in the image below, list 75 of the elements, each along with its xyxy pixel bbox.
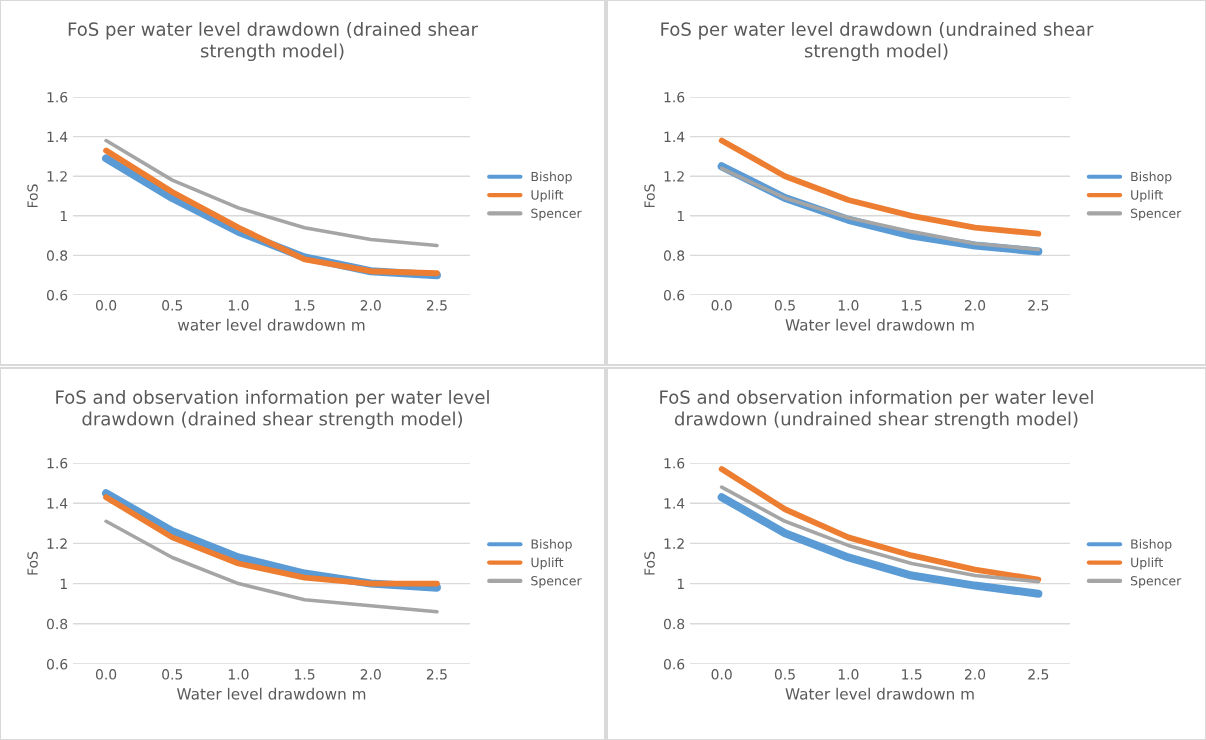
x-axis-title: Water level drawdown m: [177, 687, 366, 700]
y-axis-title: FoS: [644, 184, 655, 208]
y-tick-label: 1.4: [664, 131, 685, 142]
legend-label: Spencer: [1130, 208, 1182, 221]
y-tick-label: 0.6: [663, 289, 685, 301]
legend-label: Uplift: [531, 557, 564, 570]
x-tick-label: 0.5: [774, 300, 795, 311]
legend-label: Spencer: [531, 208, 582, 221]
y-tick-label: 0.8: [663, 618, 685, 630]
y-tick-label: 0.6: [46, 658, 68, 670]
legend-label: Spencer: [1130, 576, 1182, 588]
y-tick-label: 1: [677, 210, 684, 222]
legend-label: Uplift: [531, 189, 564, 203]
x-tick-label: 0.0: [711, 669, 732, 680]
x-tick-label: 1.0: [228, 300, 249, 311]
y-axis-title: FoS: [644, 551, 655, 575]
x-tick-label: 2.0: [964, 300, 986, 311]
legend-label: Spencer: [531, 576, 582, 588]
x-tick-label: 1.0: [838, 669, 859, 680]
y-tick-label: 1: [60, 578, 67, 589]
chart-title: FoS per water level drawdown (undrained shear strength model): [661, 22, 1094, 62]
legend-label: Bishop: [531, 539, 572, 552]
x-axis-title: Water level drawdown m: [785, 687, 974, 700]
x-tick-label: 1.0: [838, 300, 859, 311]
x-tick-label: 2.5: [1028, 300, 1049, 311]
chart-title: FoS and observation information per water level drawdown (undrained shear strength model): [660, 390, 1093, 430]
x-tick-label: 2.0: [360, 300, 381, 311]
x-tick-label: 2.5: [426, 300, 447, 311]
x-tick-label: 1.5: [295, 669, 315, 680]
chart-title: FoS per water level drawdown (drained shear strength model): [68, 22, 478, 62]
x-tick-label: 0.5: [162, 300, 183, 311]
y-tick-label: 1.6: [47, 91, 68, 103]
y-tick-label: 1.6: [47, 457, 68, 469]
legend-label: Uplift: [1131, 189, 1163, 203]
legend-label: Bishop: [1131, 171, 1172, 184]
y-tick-label: 1.2: [47, 171, 67, 182]
line-series: [104, 138, 439, 248]
x-tick-label: 2.0: [360, 669, 381, 680]
legend-label: Bishop: [531, 171, 572, 184]
x-tick-label: 2.5: [426, 669, 447, 680]
y-axis-title: FoS: [27, 551, 38, 575]
line-series: [104, 519, 439, 614]
x-axis-title: Water level drawdown m: [785, 318, 974, 331]
y-tick-label: 0.6: [46, 289, 68, 301]
chart-title: FoS and observation information per water level drawdown (drained shear strength model): [56, 390, 489, 430]
x-tick-label: 2.5: [1028, 669, 1049, 680]
y-tick-label: 1.4: [664, 498, 685, 509]
y-tick-label: 0.8: [46, 618, 68, 630]
x-tick-label: 0.5: [162, 669, 183, 680]
y-tick-label: 1: [60, 210, 67, 222]
y-tick-label: 1: [677, 578, 684, 589]
line-series: [719, 485, 1041, 584]
y-tick-label: 1.4: [47, 131, 68, 142]
y-tick-label: 1.6: [664, 91, 685, 103]
y-tick-label: 1.6: [664, 457, 685, 469]
x-tick-label: 0.0: [95, 300, 117, 311]
x-tick-label: 1.5: [902, 300, 922, 311]
x-tick-label: 1.0: [228, 669, 249, 680]
y-tick-label: 0.6: [663, 658, 685, 670]
y-tick-label: 1.2: [664, 538, 684, 549]
legend-label: Bishop: [1131, 539, 1172, 552]
y-tick-label: 1.2: [664, 171, 684, 182]
y-tick-label: 1.4: [47, 498, 68, 509]
x-axis-title: water level drawdown m: [177, 318, 365, 331]
x-tick-label: 2.0: [964, 669, 986, 680]
y-tick-label: 0.8: [46, 250, 68, 261]
x-tick-label: 0.0: [711, 300, 732, 311]
y-axis-title: FoS: [27, 184, 38, 208]
x-tick-label: 1.5: [902, 669, 922, 680]
y-tick-label: 1.2: [47, 538, 67, 549]
y-tick-label: 0.8: [663, 250, 685, 261]
x-tick-label: 0.5: [774, 669, 795, 680]
x-tick-label: 1.5: [295, 300, 315, 311]
x-tick-label: 0.0: [95, 669, 117, 680]
legend-label: Uplift: [1131, 557, 1163, 570]
